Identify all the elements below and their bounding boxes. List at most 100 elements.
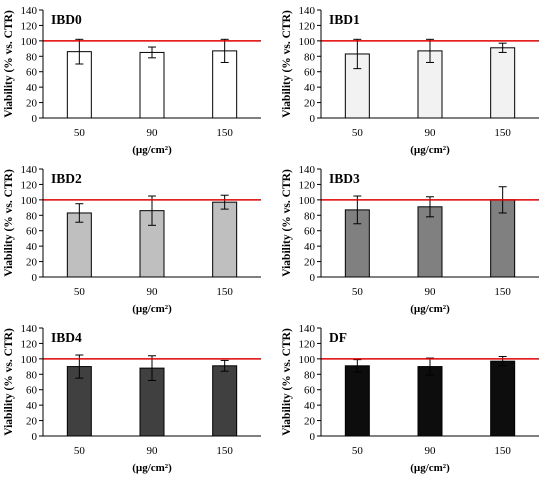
chart-panel-ibd4: 0 20 40 60 80 100 120 140 50 90 150 IBD4 Viability (…	[3, 323, 261, 474]
y-tick-label: 60	[26, 67, 38, 79]
bar	[212, 365, 238, 437]
y-tick-label: 120	[299, 338, 316, 350]
x-tick-label: 150	[494, 127, 511, 139]
x-axis-label: (µg/cm²)	[132, 144, 172, 156]
y-tick-label: 140	[299, 5, 316, 17]
x-tick-label: 50	[352, 445, 364, 457]
bar	[490, 360, 516, 437]
y-tick-label: 0	[32, 272, 38, 284]
y-tick-label: 0	[310, 113, 316, 125]
y-axis-label: Viability (% vs. CTR)	[3, 169, 15, 277]
y-tick-label: 20	[304, 98, 316, 110]
y-tick-label: 20	[26, 416, 38, 428]
y-tick-label: 80	[304, 369, 316, 381]
y-tick-label: 0	[32, 113, 38, 125]
y-tick-label: 80	[304, 210, 316, 222]
y-tick-label: 40	[304, 400, 316, 412]
y-tick-label: 0	[32, 431, 38, 443]
bar	[139, 51, 165, 119]
x-axis-label: (µg/cm²)	[410, 144, 450, 156]
x-tick-label: 50	[74, 286, 86, 298]
x-axis-label: (µg/cm²)	[132, 303, 172, 315]
y-tick-label: 20	[26, 98, 38, 110]
x-tick-label: 150	[494, 445, 511, 457]
x-tick-label: 90	[147, 286, 159, 298]
y-tick-label: 100	[21, 36, 38, 48]
y-tick-label: 60	[304, 385, 316, 397]
y-tick-label: 20	[304, 416, 316, 428]
y-tick-label: 100	[299, 36, 316, 48]
y-tick-label: 140	[299, 164, 316, 176]
bar	[490, 47, 516, 119]
x-tick-label: 50	[352, 286, 364, 298]
y-tick-label: 120	[299, 179, 316, 191]
y-tick-label: 40	[26, 400, 38, 412]
y-tick-label: 120	[21, 20, 38, 32]
y-tick-label: 100	[299, 195, 316, 207]
y-axis-label: Viability (% vs. CTR)	[3, 10, 15, 118]
x-axis-label: (µg/cm²)	[410, 303, 450, 315]
y-tick-label: 120	[21, 338, 38, 350]
x-tick-label: 150	[216, 127, 233, 139]
y-tick-label: 120	[299, 20, 316, 32]
panel-title: IBD1	[329, 12, 360, 27]
y-tick-label: 40	[26, 82, 38, 94]
x-tick-label: 90	[425, 286, 437, 298]
x-tick-label: 90	[147, 127, 159, 139]
y-axis-label: Viability (% vs. CTR)	[281, 169, 293, 277]
panel-title: IBD2	[51, 171, 82, 186]
panel-title: IBD4	[51, 330, 82, 345]
x-tick-label: 90	[147, 445, 159, 457]
y-tick-label: 100	[21, 195, 38, 207]
y-tick-label: 0	[310, 431, 316, 443]
x-axis-label: (µg/cm²)	[132, 462, 172, 474]
y-axis-label: Viability (% vs. CTR)	[3, 328, 15, 436]
x-axis-label: (µg/cm²)	[410, 462, 450, 474]
y-tick-label: 20	[304, 257, 316, 269]
panel-title: IBD3	[329, 171, 360, 186]
y-tick-label: 80	[304, 51, 316, 63]
y-tick-label: 140	[21, 164, 38, 176]
x-tick-label: 50	[352, 127, 364, 139]
y-tick-label: 140	[299, 323, 316, 335]
y-tick-label: 0	[310, 272, 316, 284]
bar	[212, 201, 238, 278]
y-tick-label: 60	[26, 226, 38, 238]
x-tick-label: 50	[74, 445, 86, 457]
bar	[417, 206, 443, 278]
panel-title: DF	[329, 330, 347, 345]
bar	[344, 365, 370, 437]
chart-panel-ibd3: 0 20 40 60 80 100 120 140 50 90 150 IBD3 Viability (…	[281, 164, 539, 315]
bar	[417, 366, 443, 437]
y-tick-label: 120	[21, 179, 38, 191]
y-tick-label: 40	[304, 82, 316, 94]
y-tick-label: 60	[304, 67, 316, 79]
x-tick-label: 50	[74, 127, 86, 139]
y-tick-label: 100	[21, 354, 38, 366]
y-tick-label: 140	[21, 323, 38, 335]
x-tick-label: 90	[425, 127, 437, 139]
x-tick-label: 150	[216, 286, 233, 298]
y-axis-label: Viability (% vs. CTR)	[281, 328, 293, 436]
y-tick-label: 100	[299, 354, 316, 366]
y-tick-label: 80	[26, 369, 38, 381]
chart-panel-df: 0 20 40 60 80 100 120 140 50 90 150 DF Viability (% …	[281, 323, 539, 474]
y-axis-label: Viability (% vs. CTR)	[281, 10, 293, 118]
x-tick-label: 150	[494, 286, 511, 298]
panel-title: IBD0	[51, 12, 82, 27]
chart-panel-ibd2: 0 20 40 60 80 100 120 140 50 90 150 IBD2 Viability (…	[3, 164, 261, 315]
bar	[66, 212, 92, 278]
y-tick-label: 80	[26, 210, 38, 222]
y-tick-label: 60	[304, 226, 316, 238]
y-tick-label: 60	[26, 385, 38, 397]
chart-panel-ibd1: 0 20 40 60 80 100 120 140 50 90 150 IBD1 Viability (…	[281, 5, 539, 156]
x-tick-label: 150	[216, 445, 233, 457]
x-tick-label: 90	[425, 445, 437, 457]
y-tick-label: 40	[26, 241, 38, 253]
y-tick-label: 80	[26, 51, 38, 63]
chart-panel-ibd0: 0 20 40 60 80 100 120 140 50 90 150 IBD0 Viability (…	[3, 5, 261, 156]
y-tick-label: 140	[21, 5, 38, 17]
y-tick-label: 20	[26, 257, 38, 269]
y-tick-label: 40	[304, 241, 316, 253]
